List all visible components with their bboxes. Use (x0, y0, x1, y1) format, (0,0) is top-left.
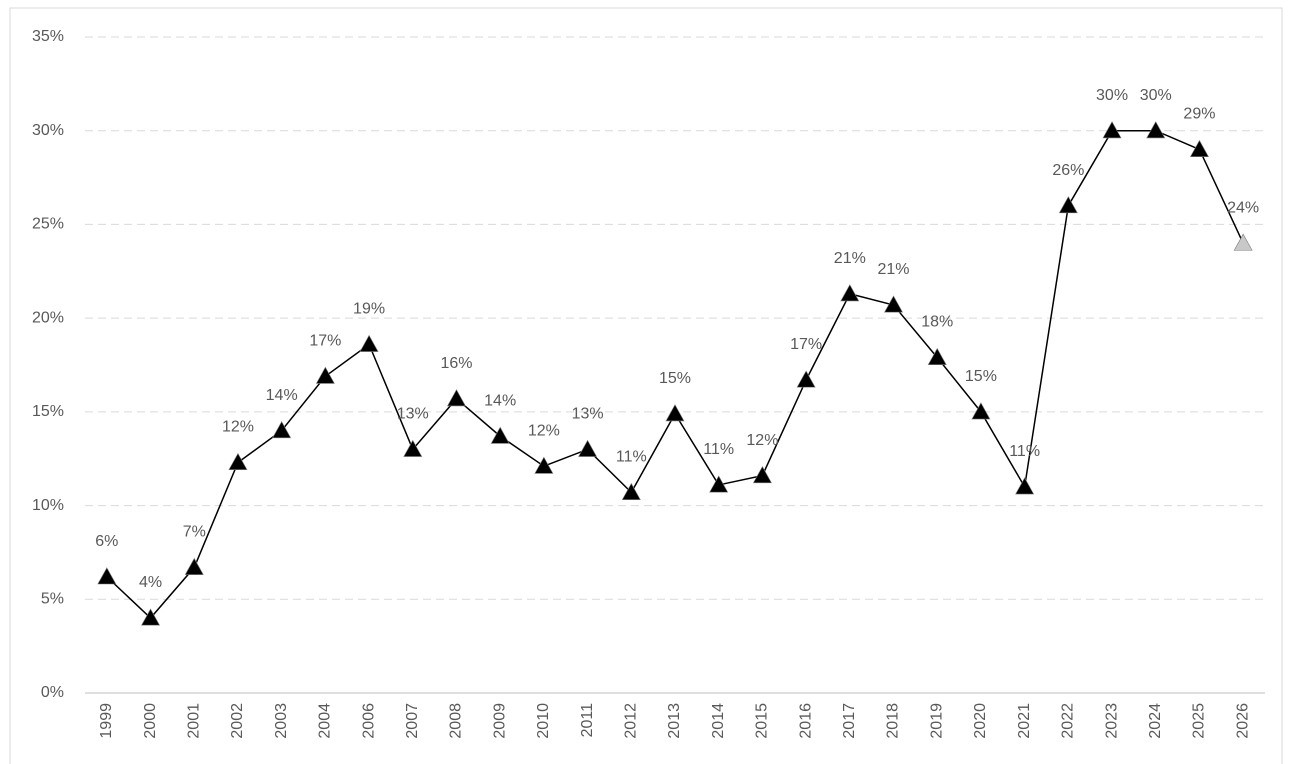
x-tick-label: 2025 (1191, 703, 1208, 739)
data-label: 19% (353, 301, 385, 318)
marker (1233, 233, 1253, 251)
data-label: 13% (572, 406, 604, 423)
marker (1102, 121, 1122, 139)
data-label: 30% (1140, 87, 1172, 104)
data-label: 12% (746, 432, 778, 449)
x-tick-label: 2017 (841, 703, 858, 739)
x-tick-label: 2004 (317, 703, 334, 739)
data-label: 14% (266, 387, 298, 404)
data-label: 15% (659, 370, 691, 387)
x-tick-label: 2010 (535, 703, 552, 739)
data-label: 14% (484, 392, 516, 409)
marker (97, 567, 117, 585)
data-label: 11% (616, 449, 647, 466)
x-tick-label: 2024 (1147, 703, 1164, 739)
marker (840, 284, 860, 302)
x-tick-label: 2023 (1103, 703, 1120, 739)
marker (1146, 121, 1166, 139)
marker (534, 456, 554, 474)
x-tick-label: 2014 (710, 703, 727, 739)
x-tick-label: 2018 (885, 703, 902, 739)
y-tick-label: 25% (32, 216, 64, 233)
y-tick-label: 15% (32, 403, 64, 420)
data-label: 16% (440, 355, 472, 372)
data-label: 21% (834, 250, 866, 267)
marker (1015, 477, 1035, 495)
data-label: 11% (1009, 443, 1040, 460)
marker (796, 370, 816, 388)
data-label: 15% (965, 368, 997, 385)
data-label: 26% (1052, 162, 1084, 179)
x-tick-label: 2002 (229, 703, 246, 739)
x-tick-label: 2007 (404, 703, 421, 739)
data-label: 6% (95, 533, 118, 550)
data-label: 17% (790, 336, 822, 353)
marker (272, 420, 292, 439)
marker (927, 347, 947, 366)
x-tick-label: 2001 (185, 703, 202, 739)
data-label: 4% (139, 574, 162, 591)
x-tick-label: 2000 (142, 703, 159, 739)
data-label: 21% (878, 261, 910, 278)
chart-frame (9, 7, 1283, 764)
data-label: 18% (921, 314, 953, 331)
x-tick-label: 2011 (579, 703, 596, 738)
y-tick-label: 0% (41, 684, 64, 701)
x-tick-label: 2003 (273, 703, 290, 739)
data-label: 30% (1096, 87, 1128, 104)
marker (403, 439, 423, 457)
data-label: 13% (397, 406, 429, 423)
marker (752, 465, 772, 484)
data-label: 17% (309, 332, 341, 349)
x-tick-label: 2021 (1016, 703, 1033, 739)
x-tick-label: 2022 (1060, 703, 1077, 739)
y-tick-label: 20% (32, 309, 64, 326)
x-tick-label: 2008 (448, 703, 465, 739)
data-label: 12% (528, 422, 560, 439)
data-label: 12% (222, 419, 254, 436)
marker (141, 608, 161, 626)
x-tick-label: 2015 (754, 703, 771, 739)
marker (184, 557, 204, 575)
marker (971, 402, 991, 420)
data-label: 24% (1227, 199, 1259, 216)
data-label: 29% (1183, 106, 1215, 123)
x-tick-label: 2009 (491, 703, 508, 739)
marker (1058, 196, 1078, 214)
marker (315, 366, 335, 384)
x-tick-label: 2026 (1234, 703, 1251, 739)
y-tick-label: 30% (32, 122, 64, 139)
marker (1189, 139, 1209, 157)
marker (578, 439, 598, 457)
marker (621, 482, 641, 500)
marker (228, 452, 248, 470)
x-tick-label: 2006 (360, 703, 377, 739)
x-tick-label: 2019 (928, 703, 945, 739)
x-tick-label: 2020 (972, 703, 989, 739)
y-tick-label: 5% (41, 591, 64, 608)
data-label: 11% (703, 441, 734, 458)
data-label: 7% (183, 524, 206, 541)
marker (359, 334, 379, 352)
y-tick-label: 10% (32, 497, 64, 514)
marker (665, 404, 685, 422)
marker (446, 389, 466, 407)
x-tick-label: 1999 (98, 703, 115, 739)
x-tick-label: 2013 (666, 703, 683, 739)
marker (490, 426, 510, 444)
y-tick-label: 35% (32, 28, 64, 45)
x-tick-label: 2016 (797, 703, 814, 739)
marker (884, 295, 904, 313)
x-tick-label: 2012 (623, 703, 640, 739)
marker (709, 475, 729, 493)
